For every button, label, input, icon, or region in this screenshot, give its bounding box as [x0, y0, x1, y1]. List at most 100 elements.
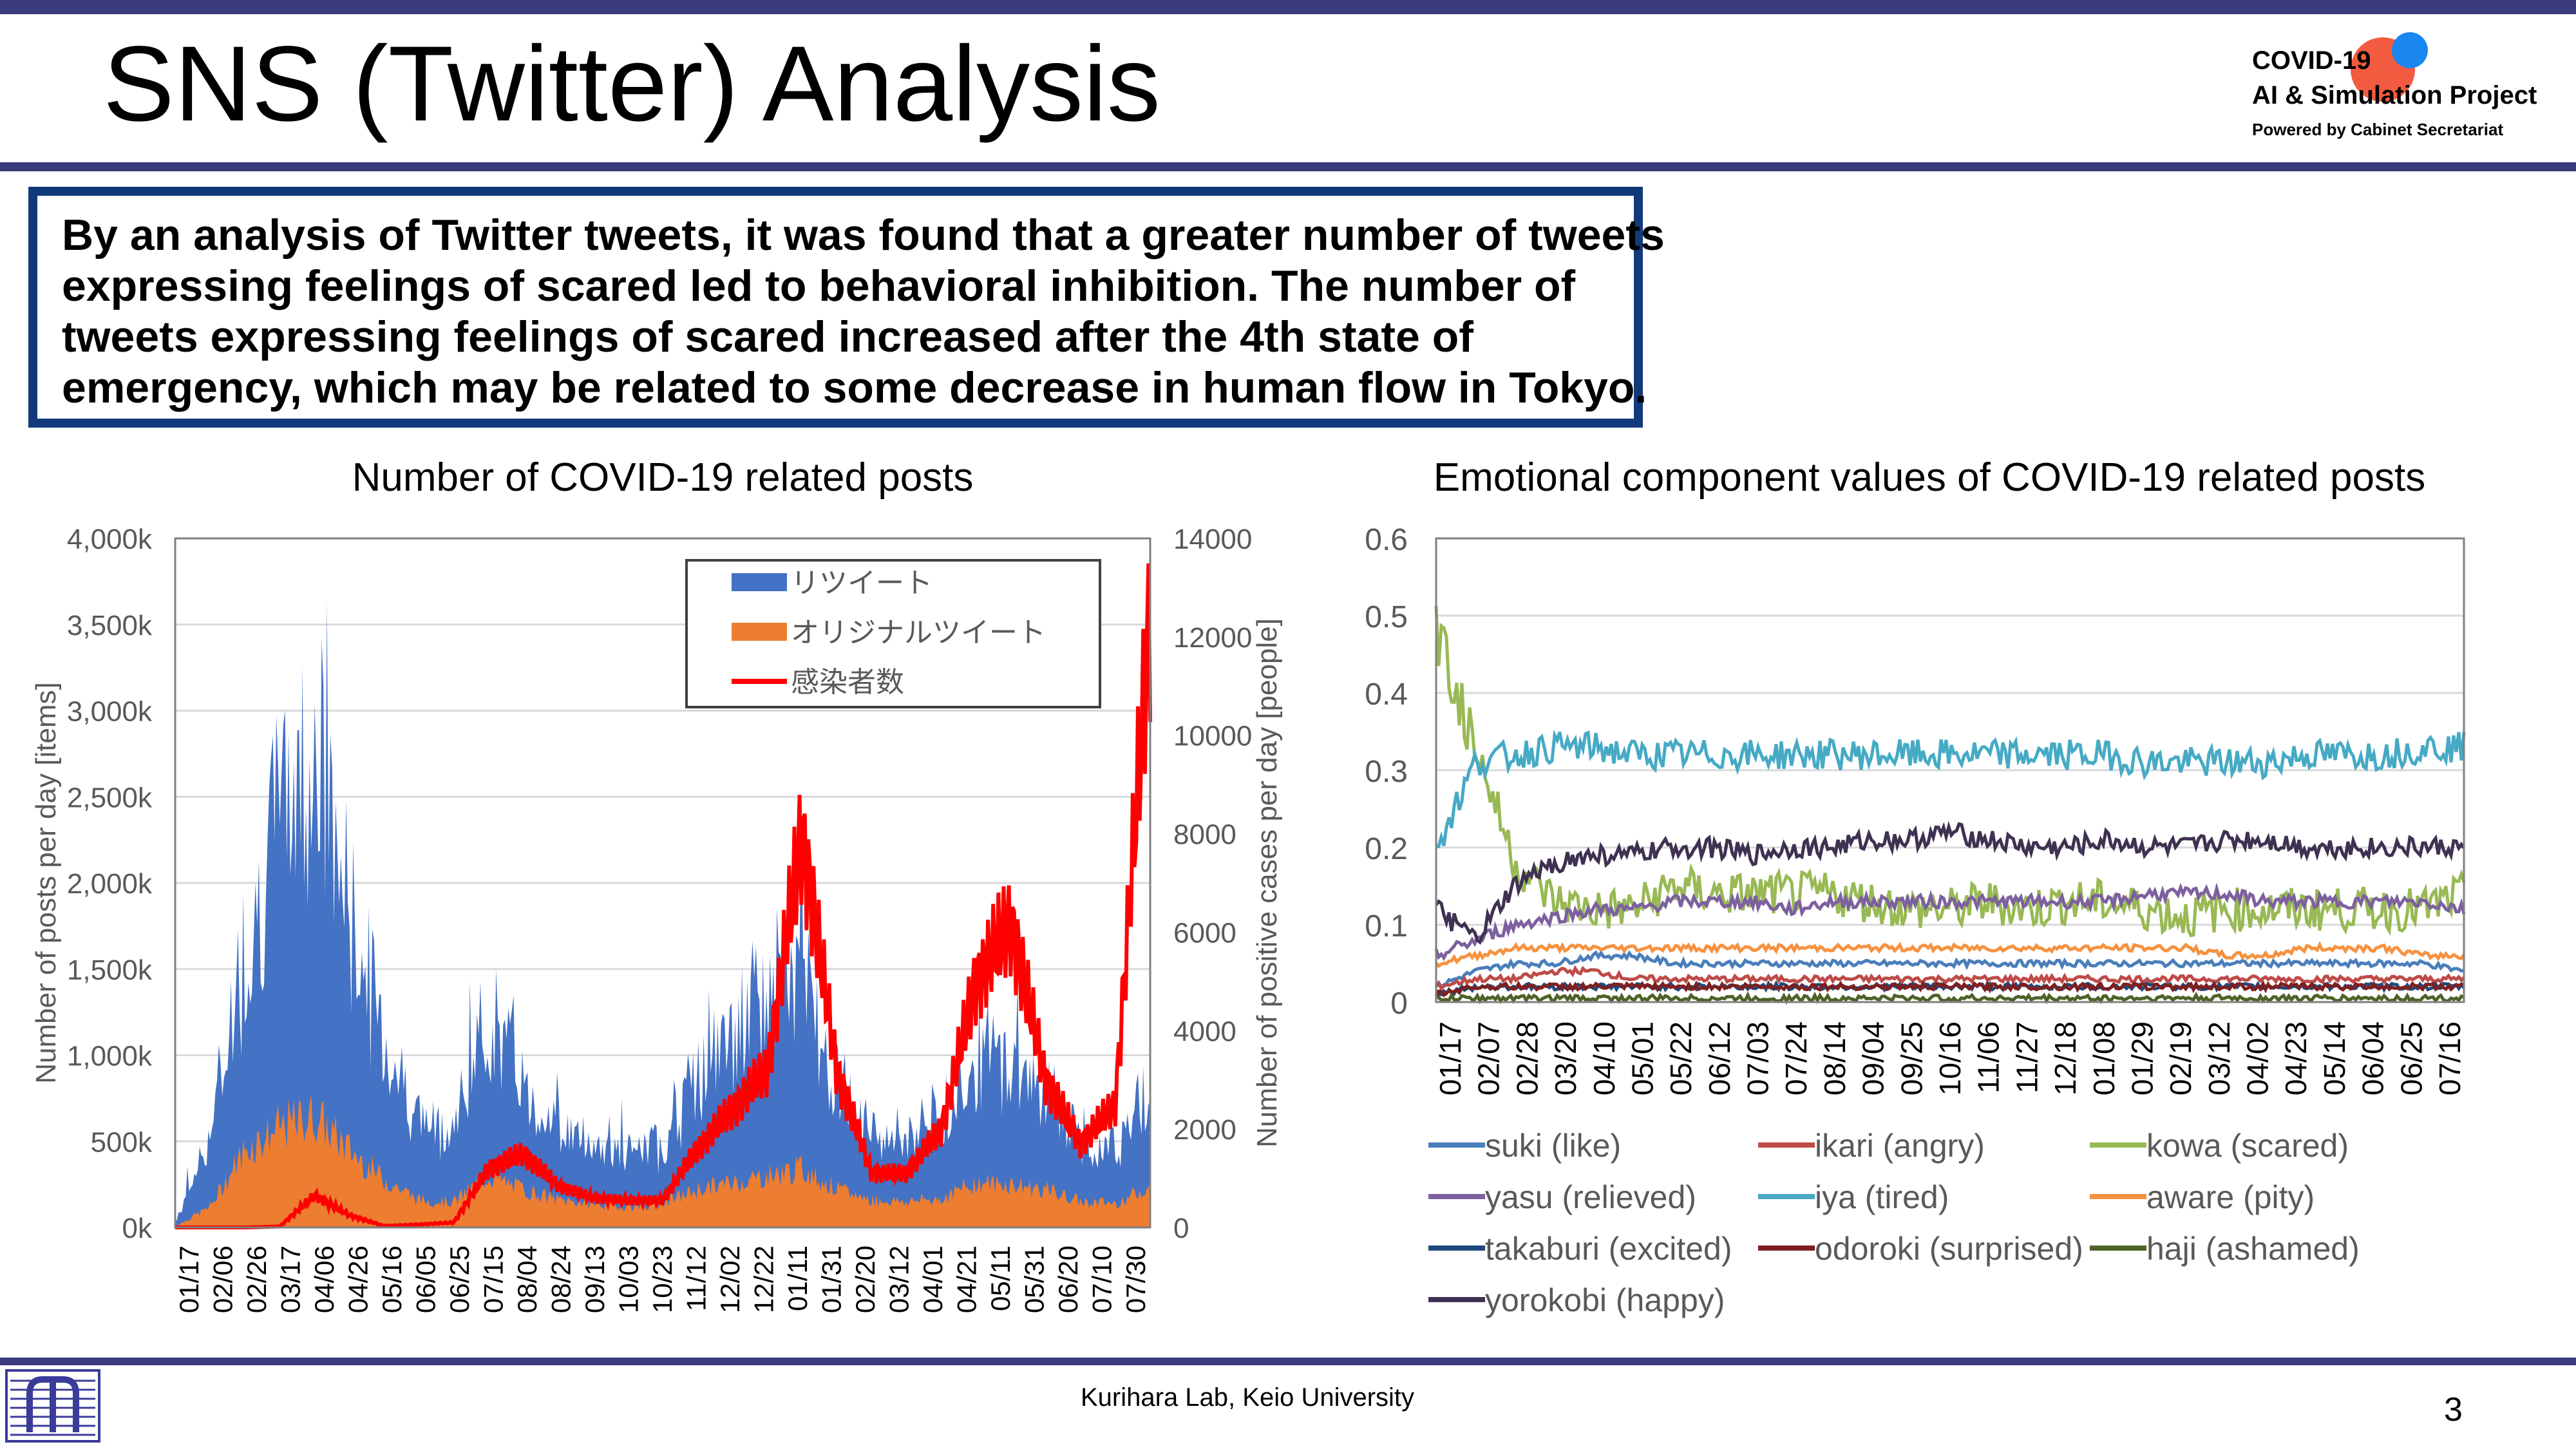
chart2-y-tick: 0.3: [1365, 755, 1408, 789]
chart2-x-tick: 06/25: [2394, 1021, 2428, 1095]
chart1-title: Number of COVID-19 related posts: [352, 455, 974, 500]
chart1-x-tick: 05/16: [377, 1245, 407, 1313]
chart1-plot-frame: [174, 537, 1151, 1229]
chart2-x-tick: 02/19: [2164, 1021, 2197, 1095]
footer-bar: [0, 1358, 2576, 1365]
chart2-x-tick: 11/06: [1972, 1021, 2005, 1094]
chart2-x-tick: 04/23: [2279, 1021, 2313, 1095]
footer-lab-name: Kurihara Lab, Keio University: [1081, 1383, 1415, 1412]
chart1-y2-tick: 6000: [1173, 917, 1236, 949]
chart1-x-tick: 06/05: [411, 1245, 441, 1313]
chart2-legend-label: aware (pity): [2146, 1179, 2315, 1215]
chart1-y-tick: 4,000k: [67, 524, 153, 555]
chart1-legend-label: オリジナルツイート: [791, 617, 1046, 649]
chart2-x-tick: 03/20: [1549, 1021, 1582, 1095]
lab-logo-icon: [5, 1369, 100, 1443]
chart2-x-tick: 09/25: [1895, 1021, 1928, 1095]
chart1-x-tick: 05/31: [1019, 1245, 1050, 1313]
chart1-x-tick: 04/06: [309, 1245, 339, 1313]
page-title: SNS (Twitter) Analysis: [103, 24, 1160, 144]
chart2-series-line: [1434, 980, 2465, 998]
chart1-x-tick: 02/06: [208, 1245, 238, 1313]
chart1-x-tick: 06/20: [1053, 1245, 1083, 1313]
chart2-x-tick: 07/03: [1741, 1021, 1775, 1095]
chart2-x-tick: 10/16: [1933, 1021, 1967, 1095]
chart1-y-tick: 500k: [91, 1126, 153, 1158]
chart2-legend-label: yorokobi (happy): [1485, 1282, 1725, 1318]
chart1-x-tick: 02/26: [242, 1245, 272, 1313]
chart2-x-tick: 05/14: [2318, 1021, 2351, 1095]
chart1-x-tick: 06/25: [444, 1245, 475, 1313]
chart1-y2-tick: 0: [1173, 1213, 1189, 1244]
chart2-legend-label: yasu (relieved): [1485, 1179, 1696, 1215]
chart1-y2-tick: 2000: [1173, 1114, 1236, 1146]
chart2-title: Emotional component values of COVID-19 r…: [1434, 455, 2425, 500]
summary-line: tweets expressing feelings of scared inc…: [62, 312, 1473, 361]
chart1-y-tick: 1,000k: [67, 1041, 153, 1072]
chart1-x-tick: 01/31: [817, 1245, 847, 1313]
chart1-series-original-area: [175, 1094, 1150, 1227]
chart2-legend-label: ikari (angry): [1815, 1128, 1985, 1164]
chart1-legend-label: 感染者数: [791, 667, 904, 698]
chart1-x-tick: 10/23: [647, 1245, 677, 1313]
summary-line: By an analysis of Twitter tweets, it was…: [62, 211, 1665, 260]
chart2-y-tick: 0.5: [1365, 600, 1408, 634]
header-underline: [0, 162, 2576, 171]
chart2-x-tick: 01/29: [2125, 1021, 2159, 1095]
chart2-series-line: [1434, 882, 2466, 961]
chart1-ylabel: Number of posts per day [items]: [30, 682, 62, 1084]
chart2-y-tick: 0.6: [1365, 523, 1408, 557]
chart2-legend-label: kowa (scared): [2146, 1128, 2349, 1164]
chart1-x-tick: 05/11: [985, 1245, 1016, 1311]
chart2-series-line: [1435, 991, 2465, 1005]
chart1-x-tick: 01/11: [782, 1245, 813, 1311]
chart2-series-line: [1435, 965, 2465, 991]
chart1-x-tick: 07/30: [1121, 1245, 1151, 1313]
chart2-legend-label: haji (ashamed): [2146, 1231, 2360, 1267]
chart2-legend-label: takaburi (excited): [1485, 1231, 1732, 1267]
chart1-legend-label: リツイート: [791, 567, 933, 599]
chart1-y2-tick: 12000: [1173, 622, 1252, 654]
chart2-x-tick: 12/18: [2049, 1021, 2082, 1095]
chart2-x-tick: 04/10: [1587, 1021, 1621, 1095]
chart1-x-tick: 03/12: [884, 1245, 914, 1313]
summary-box: By an analysis of Twitter tweets, it was…: [28, 187, 1665, 428]
chart1-y-tick: 3,500k: [67, 610, 153, 641]
chart1-x-tick: 09/13: [580, 1245, 610, 1313]
chart1-y-tick: 2,000k: [67, 868, 153, 900]
chart1-x-tick: 11/12: [681, 1245, 712, 1311]
summary-line: emergency, which may be related to some …: [62, 363, 1647, 412]
chart1-x-tick: 08/24: [546, 1245, 576, 1313]
chart2-series-line: [1435, 729, 2466, 849]
chart2-x-tick: 03/12: [2202, 1021, 2236, 1095]
logo-text-line2: AI & Simulation Project: [2252, 81, 2537, 109]
chart1-x-tick: 08/04: [512, 1245, 542, 1313]
chart2-series-line: [1434, 820, 2466, 945]
chart2-x-tick: 01/17: [1434, 1021, 1467, 1095]
chart2-x-tick: 09/04: [1857, 1021, 1890, 1095]
chart1-x-tick: 07/15: [478, 1245, 509, 1313]
chart1-legend-swatch: [732, 573, 787, 591]
chart1-x-tick: 04/01: [918, 1245, 948, 1313]
chart2-x-tick: 01/08: [2087, 1021, 2121, 1095]
chart2-series-line: [1435, 941, 2466, 969]
chart2-x-tick: 05/22: [1664, 1021, 1698, 1095]
chart1-x-tick: 04/26: [343, 1245, 374, 1313]
chart1-y-tick: 3,000k: [67, 696, 153, 728]
chart1-series-cases-line: [175, 563, 1152, 1229]
chart1-y2label: Number of positive cases per day [people…: [1251, 618, 1283, 1148]
chart2-x-tick: 05/01: [1625, 1021, 1659, 1095]
chart2-x-tick: 07/24: [1779, 1021, 1813, 1095]
chart2-x-tick: 02/07: [1472, 1021, 1506, 1095]
chart2-x-tick: 11/27: [2010, 1021, 2043, 1094]
chart2-legend-label: suki (like): [1485, 1128, 1621, 1164]
chart1-x-tick: 04/21: [952, 1245, 982, 1313]
chart1-y-tick: 0k: [122, 1213, 153, 1244]
chart2-legend-label: iya (tired): [1815, 1179, 1949, 1215]
chart1-y2-tick: 14000: [1173, 524, 1252, 555]
chart2-x-tick: 02/28: [1510, 1021, 1544, 1095]
chart2-x-tick: 04/02: [2241, 1021, 2275, 1095]
logo-text-line1: COVID-19: [2252, 46, 2371, 75]
chart1-y2-tick: 10000: [1173, 721, 1252, 752]
